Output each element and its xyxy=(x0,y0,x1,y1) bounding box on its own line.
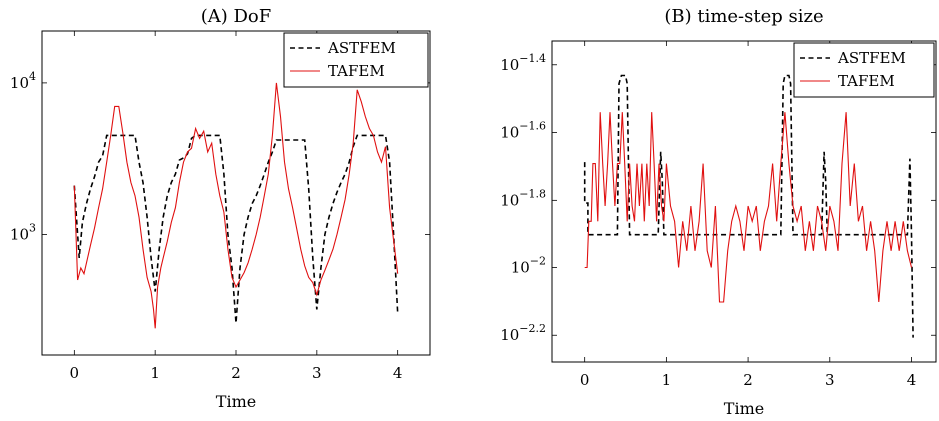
y-tick-label: 103 xyxy=(10,221,36,243)
legend-label-tafem: TAFEM xyxy=(328,62,385,80)
legend-label-tafem: TAFEM xyxy=(838,72,895,90)
legend: ASTFEM TAFEM xyxy=(283,32,429,88)
panel-a-title: (A) DoF xyxy=(201,6,272,27)
x-axis-label: Time xyxy=(216,392,256,411)
y-tick-label: 10−1.4 xyxy=(500,52,546,74)
panel-b: (B) time-step size 0 1 2 3 4 10−2.2 10−2 10−1.8 1… xyxy=(500,6,937,418)
y-tick-label: 10−2 xyxy=(511,254,546,276)
plot-frame xyxy=(551,40,937,363)
x-tick-label: 0 xyxy=(70,364,80,382)
y-tick-label: 104 xyxy=(10,70,36,92)
legend-box xyxy=(793,42,935,98)
x-tick-label: 1 xyxy=(150,364,160,382)
panel-b-title: (B) time-step size xyxy=(664,6,823,27)
x-tick-label: 4 xyxy=(907,371,917,389)
x-tick-label: 4 xyxy=(393,364,403,382)
panel-a: (A) DoF 0 1 2 3 4 103 104 Time ASTFEM TAFEM xyxy=(10,6,431,411)
x-tick-label: 0 xyxy=(580,371,590,389)
x-tick-label: 2 xyxy=(743,371,753,389)
legend-label-astfem: ASTFEM xyxy=(837,49,906,67)
y-tick-label: 10−1.8 xyxy=(500,187,546,209)
series-line-astfem xyxy=(583,74,914,338)
legend-box xyxy=(283,32,429,88)
series-line-astfem xyxy=(73,134,399,324)
x-tick-label: 1 xyxy=(662,371,672,389)
x-axis-label: Time xyxy=(724,399,764,418)
x-tick-label: 3 xyxy=(312,364,322,382)
y-tick-label: 10−1.6 xyxy=(500,119,546,141)
x-tick-label: 3 xyxy=(825,371,835,389)
legend: ASTFEM TAFEM xyxy=(793,42,935,98)
legend-label-astfem: ASTFEM xyxy=(327,39,396,57)
series-line-tafem xyxy=(584,112,913,303)
x-tick-label: 2 xyxy=(231,364,241,382)
series-line-tafem xyxy=(73,82,399,329)
y-tick-label: 10−2.2 xyxy=(500,322,546,344)
